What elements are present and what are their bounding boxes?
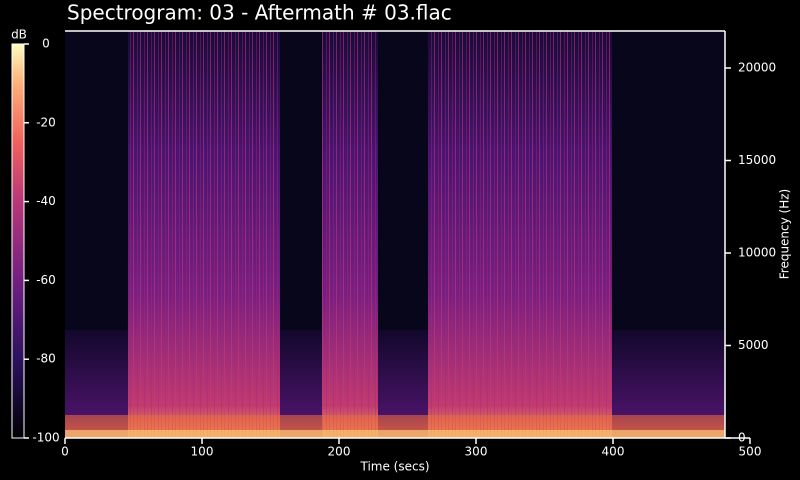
colorbar-tick-label: -40 — [36, 194, 56, 208]
chart-title: Spectrogram: 03 - Aftermath # 03.flac — [67, 1, 452, 25]
colorbar-tick-label: -100 — [32, 431, 59, 445]
x-tick-label: 500 — [739, 445, 762, 459]
y-tick-label: 0 — [738, 431, 746, 445]
x-tick-label: 200 — [328, 445, 351, 459]
x-tick-label: 400 — [602, 445, 625, 459]
colorbar-tick-label: 0 — [42, 37, 50, 51]
colorbar-tick-label: -20 — [36, 115, 56, 129]
y-tick-label: 5000 — [738, 338, 769, 352]
colorbar-label: dB — [11, 28, 27, 42]
y-tick-label: 15000 — [738, 153, 776, 167]
y-axis-label: Frequency (Hz) — [778, 189, 792, 280]
x-axis-label: Time (secs) — [359, 460, 429, 474]
colorbar-tick-label: -60 — [36, 273, 56, 287]
x-tick-label: 0 — [61, 445, 69, 459]
y-tick-label: 10000 — [738, 246, 776, 260]
y-tick-label: 20000 — [738, 61, 776, 75]
colorbar — [11, 43, 25, 439]
colorbar-tick-label: -80 — [36, 352, 56, 366]
x-tick-label: 100 — [191, 445, 214, 459]
spectrogram-image — [65, 31, 725, 438]
x-tick-label: 300 — [465, 445, 488, 459]
